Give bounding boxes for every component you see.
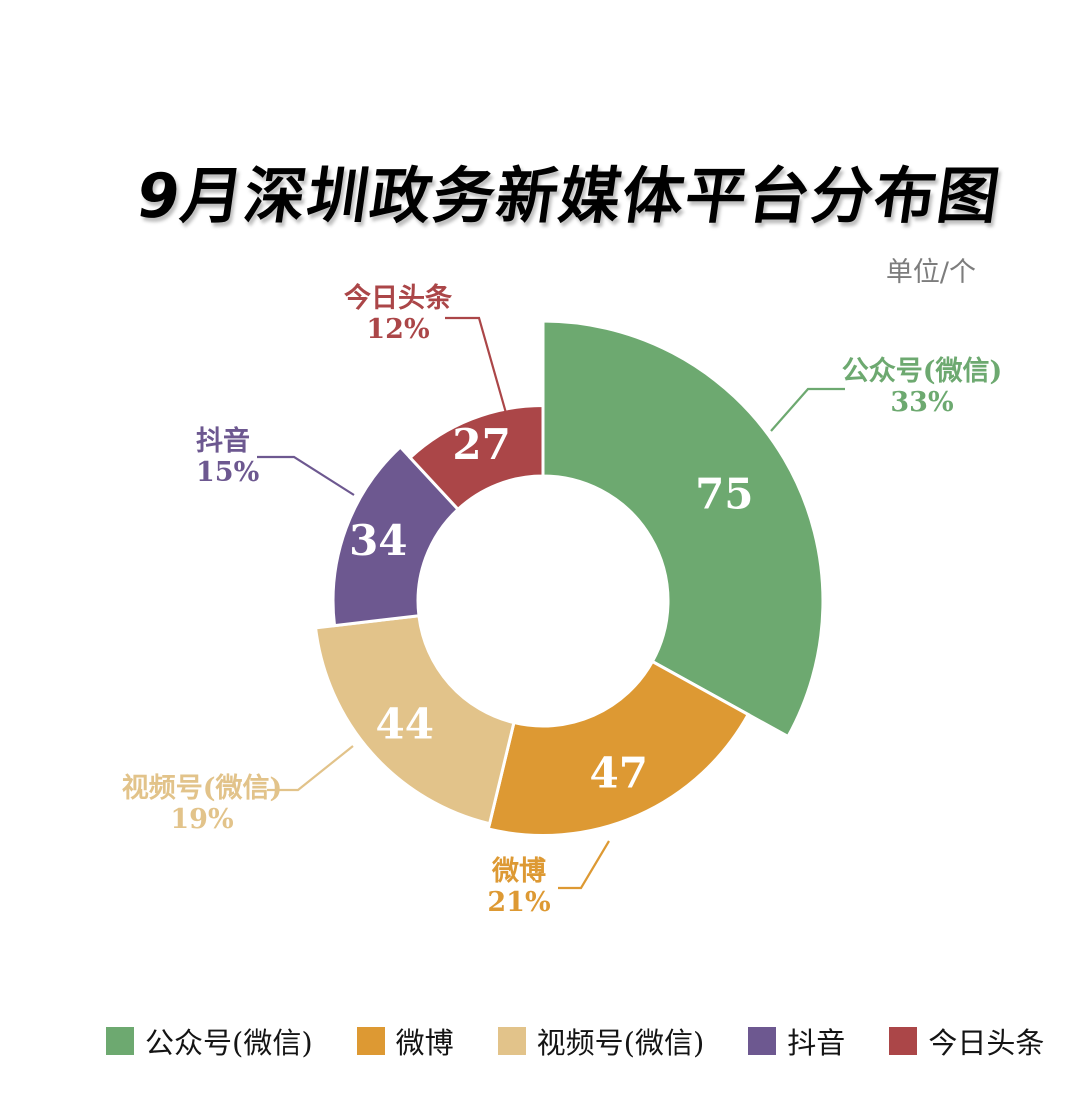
- slice-value: 44: [375, 699, 433, 748]
- legend-item-视频号(微信)[interactable]: 视频号(微信): [497, 1020, 705, 1062]
- legend-swatch-icon: [497, 1027, 526, 1055]
- callout-微博: 微博 21%: [487, 856, 550, 918]
- callout-name: 抖音: [196, 426, 250, 457]
- pie-slice-今日头条[interactable]: [407, 403, 545, 512]
- legend-item-微博[interactable]: 微博: [356, 1020, 454, 1062]
- pie-slice-抖音[interactable]: [331, 444, 461, 628]
- pie-slice-视频号(微信)[interactable]: [313, 614, 516, 826]
- callout-name: 公众号(微信): [841, 356, 1003, 387]
- legend-label: 今日头条: [928, 1026, 1045, 1060]
- legend-item-今日头条[interactable]: 今日头条: [889, 1020, 1044, 1062]
- legend: 公众号(微信) 微博 视频号(微信) 抖音 今日头条: [106, 1020, 1044, 1062]
- legend-swatch-icon: [356, 1027, 385, 1055]
- callout-视频号(微信): 视频号(微信) 19%: [122, 773, 283, 835]
- callout-name: 微博: [491, 856, 546, 887]
- legend-swatch-icon: [106, 1027, 134, 1055]
- legend-swatch-icon: [748, 1027, 777, 1055]
- legend-swatch-icon: [889, 1027, 918, 1055]
- legend-label: 微博: [395, 1026, 454, 1060]
- pie-slices: [313, 319, 825, 837]
- callout-percent: 21%: [487, 887, 551, 918]
- unit-label: 单位/个: [885, 257, 976, 288]
- leader-line-抖音: [257, 455, 355, 496]
- callout-name: 今日头条: [344, 283, 452, 314]
- legend-label: 公众号(微信): [145, 1026, 313, 1060]
- legend-item-公众号(微信)[interactable]: 公众号(微信): [106, 1020, 313, 1062]
- slice-value: 47: [589, 748, 647, 797]
- slice-value-labels: 75 47 44 34 27: [349, 420, 753, 797]
- leader-line-微博: [558, 840, 610, 890]
- leader-lines: [257, 316, 845, 890]
- leader-line-公众号(微信): [770, 387, 845, 432]
- callout-今日头条: 今日头条 12%: [344, 283, 452, 345]
- slice-value: 27: [452, 420, 510, 469]
- callout-percent: 33%: [890, 387, 954, 418]
- callout-percent: 15%: [196, 457, 260, 488]
- leader-line-今日头条: [445, 316, 508, 414]
- callout-抖音: 抖音 15%: [196, 426, 259, 488]
- pie-slice-公众号(微信)[interactable]: [541, 319, 825, 739]
- callout-percent: 19%: [170, 804, 234, 835]
- legend-item-抖音[interactable]: 抖音: [748, 1020, 845, 1062]
- legend-label: 视频号(微信): [536, 1026, 705, 1060]
- callout-name: 视频号(微信): [121, 773, 283, 804]
- callout-percent: 12%: [366, 314, 430, 345]
- callout-公众号(微信): 公众号(微信) 33%: [842, 356, 1003, 418]
- slice-value: 75: [695, 470, 753, 519]
- legend-label: 抖音: [787, 1026, 846, 1060]
- pie-slice-微博[interactable]: [486, 659, 751, 837]
- slice-value: 34: [349, 516, 407, 565]
- leader-line-视频号(微信): [267, 745, 354, 792]
